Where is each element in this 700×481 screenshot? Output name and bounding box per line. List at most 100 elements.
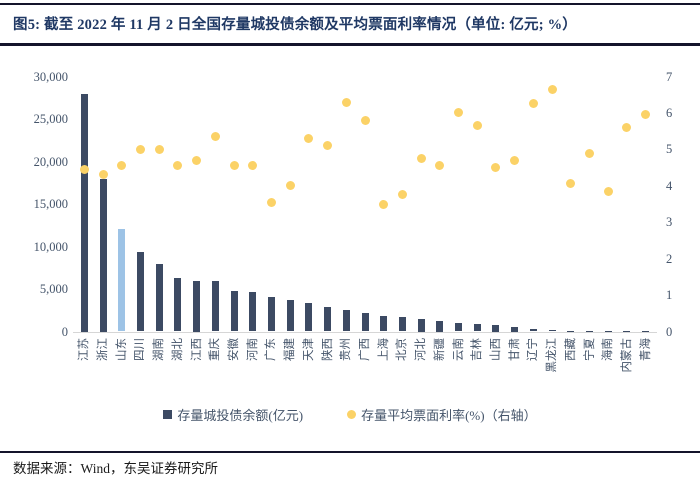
dot-山西: [491, 163, 501, 173]
dot-浙江: [98, 170, 108, 180]
figure-title: 图5: 截至 2022 年 11 月 2 日全国存量城投债余额及平均票面利率情况…: [13, 17, 578, 33]
left-axis-tick: 25,000: [33, 112, 68, 126]
dot-湖北: [173, 161, 183, 171]
dot-海南: [603, 186, 613, 196]
x-label-贵州: 贵州: [340, 337, 353, 361]
x-label-广西: 广西: [359, 337, 371, 361]
bar-广西: [361, 313, 369, 332]
bar-黑龙江: [548, 329, 556, 332]
legend-label-rate: 存量平均票面利率(%)（右轴）: [361, 407, 537, 423]
left-axis-tick: 15,000: [33, 197, 68, 211]
dot-广西: [360, 115, 370, 125]
bar-安徽: [230, 290, 238, 332]
bar-新疆: [436, 320, 444, 332]
bar-云南: [455, 322, 463, 332]
dot-江苏: [79, 164, 89, 174]
dot-贵州: [341, 97, 351, 107]
x-label-湖南: 湖南: [153, 337, 166, 361]
right-axis-tick: 7: [666, 69, 673, 84]
bar-湖北: [174, 277, 182, 332]
x-label-宁夏: 宁夏: [583, 337, 596, 361]
x-label-内蒙古: 内蒙古: [620, 337, 633, 373]
x-label-云南: 云南: [452, 337, 465, 361]
dot-西藏: [566, 179, 576, 189]
x-label-山东: 山东: [115, 337, 128, 361]
x-label-河南: 河南: [246, 337, 259, 361]
dot-福建: [285, 181, 295, 191]
bar-贵州: [342, 309, 350, 332]
bar-吉林: [473, 323, 481, 332]
dot-吉林: [472, 121, 482, 131]
x-label-吉林: 吉林: [471, 337, 484, 361]
dot-甘肃: [510, 155, 520, 165]
right-axis-tick: 0: [666, 324, 673, 339]
bar-湖南: [155, 264, 163, 332]
bar-河北: [417, 318, 425, 332]
x-label-黑龙江: 黑龙江: [546, 337, 559, 373]
combo-chart: 30,000 25,000 20,000 15,000 10,000 5,000 0 7 6 5 4…: [0, 54, 700, 404]
legend-label-balance: 存量城投债余额(亿元): [177, 407, 304, 423]
dot-天津: [304, 133, 314, 143]
bar-江苏: [80, 93, 88, 332]
x-label-江西: 江西: [190, 337, 203, 361]
bar-江西: [193, 280, 201, 332]
x-label-上海: 上海: [377, 337, 390, 361]
bar-福建: [286, 300, 294, 332]
x-label-海南: 海南: [602, 337, 615, 361]
dot-宁夏: [585, 148, 595, 158]
dot-辽宁: [528, 99, 538, 109]
bottom-rule: [0, 451, 700, 453]
dot-广东: [266, 197, 276, 207]
right-axis-tick: 1: [666, 288, 673, 303]
data-source-note: 数据来源：Wind，东吴证券研究所: [13, 461, 218, 476]
dot-青海: [641, 110, 651, 120]
bar-山西: [492, 325, 500, 332]
x-label-青海: 青海: [639, 337, 652, 361]
x-axis-line: [73, 331, 657, 333]
left-axis-tick: 20,000: [33, 154, 68, 169]
right-axis-tick: 3: [666, 215, 673, 230]
bar-重庆: [211, 281, 219, 332]
right-axis-tick: 4: [666, 178, 673, 193]
x-label-陕西: 陕西: [321, 337, 334, 361]
dot-新疆: [435, 161, 445, 171]
bar-辽宁: [529, 329, 537, 332]
x-label-山西: 山西: [489, 337, 502, 361]
x-label-广东: 广东: [265, 337, 278, 361]
dot-黑龙江: [547, 84, 557, 94]
top-rule: [0, 3, 700, 5]
dot-北京: [397, 190, 407, 200]
right-axis-tick: 2: [666, 251, 673, 266]
left-axis-tick: 0: [61, 324, 68, 339]
bar-陕西: [324, 307, 332, 332]
left-axis-tick: 30,000: [33, 69, 68, 84]
x-label-重庆: 重庆: [209, 337, 222, 361]
bar-北京: [398, 317, 406, 332]
x-label-浙江: 浙江: [97, 337, 110, 361]
bar-河南: [249, 291, 257, 332]
x-label-西藏: 西藏: [564, 337, 577, 361]
dot-series-swatch: [347, 409, 357, 419]
x-label-湖北: 湖北: [171, 337, 184, 361]
dot-安徽: [229, 161, 239, 171]
x-label-新疆: 新疆: [433, 337, 446, 361]
chart-legend: 存量城投债余额(亿元) 存量平均票面利率(%)（右轴）: [0, 404, 700, 424]
dot-江西: [192, 155, 202, 165]
dot-上海: [379, 199, 389, 209]
x-label-福建: 福建: [284, 337, 297, 361]
x-label-四川: 四川: [134, 337, 147, 361]
x-label-辽宁: 辽宁: [527, 337, 540, 361]
dot-内蒙古: [622, 123, 632, 132]
left-axis-tick: 10,000: [33, 239, 68, 254]
bar-宁夏: [586, 330, 594, 332]
dot-河南: [248, 161, 258, 171]
dot-河北: [416, 153, 426, 163]
right-axis-tick: 6: [666, 105, 673, 120]
x-label-北京: 北京: [396, 337, 409, 361]
left-axis-tick: 5,000: [39, 282, 68, 296]
x-label-甘肃: 甘肃: [508, 337, 521, 361]
x-label-河北: 河北: [415, 337, 428, 361]
right-axis-tick: 5: [666, 142, 673, 157]
x-label-安徽: 安徽: [228, 337, 241, 361]
